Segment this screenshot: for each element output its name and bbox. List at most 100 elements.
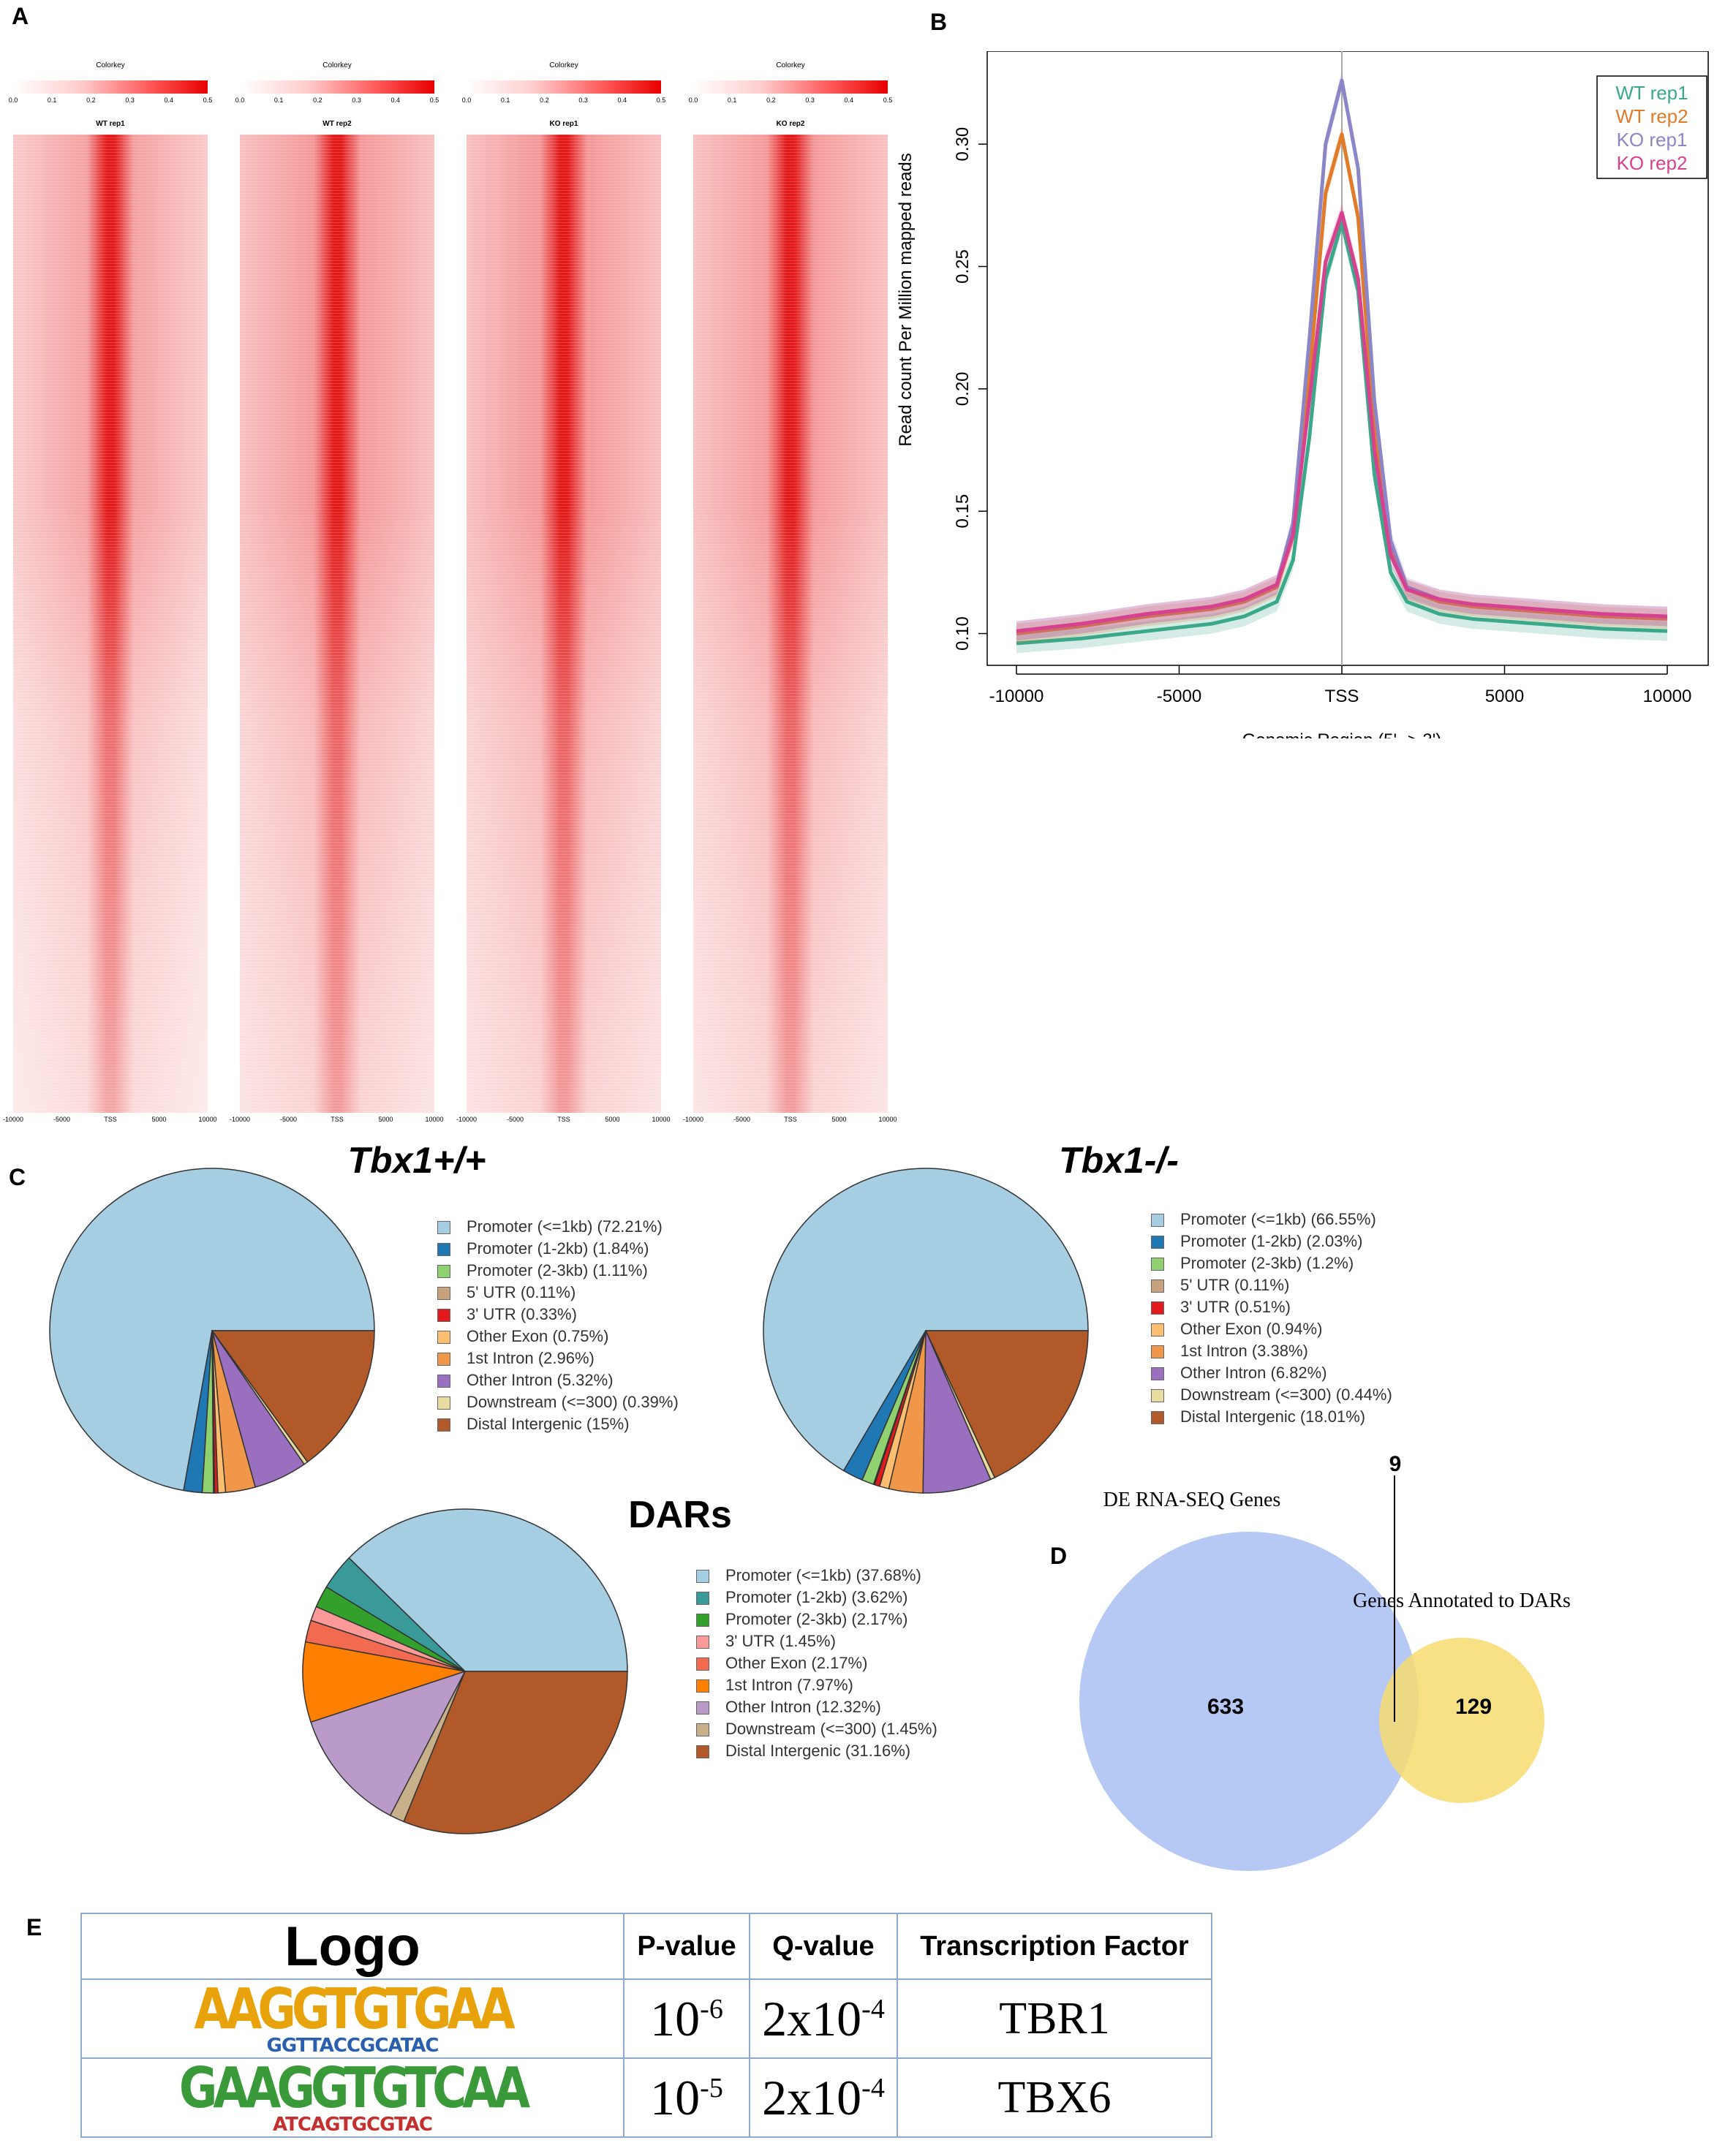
venn-circle-de-genes — [1079, 1532, 1419, 1871]
heatmap-x-tick-label: 5000 — [151, 1116, 167, 1123]
colorkey-tick-label: 0.0 — [461, 97, 472, 104]
profile-line-chart: -10000 -5000 TSS 5000 10000 0.10 0.15 0.20 0.25 0… — [896, 51, 1709, 738]
colorkey-tick-label: 0.4 — [164, 97, 174, 104]
colorkey-ticks: 0.0 0.1 0.2 0.3 0.4 0.5 — [462, 97, 666, 107]
colorkey-tick-label: 0.5 — [203, 97, 213, 104]
y-tick-label: 0.20 — [953, 371, 973, 406]
panel-label-b: B — [930, 9, 948, 35]
legend-swatch — [1151, 1323, 1164, 1337]
colorkey-tick-label: 0.3 — [352, 97, 361, 104]
x-tick-label: TSS — [1325, 687, 1359, 706]
colorkey-title: Colorkey — [322, 61, 352, 69]
colorkey-ticks: 0.0 0.1 0.2 0.3 0.4 0.5 — [235, 97, 439, 107]
heatmap-x-tick-label: 10000 — [425, 1116, 444, 1123]
legend-label: Distal Intergenic (31.16%) — [725, 1742, 911, 1760]
venn-circle-dar-genes — [1379, 1638, 1544, 1803]
motif-pvalue: 10-5 — [623, 2057, 750, 2138]
motif-pvalue: 10-6 — [623, 1978, 750, 2059]
colorkey-tick-label: 0.2 — [86, 97, 96, 104]
pie-slice — [403, 1671, 628, 1834]
heatmap-x-tick-label: -10000 — [229, 1116, 251, 1123]
heatmap-body — [467, 135, 661, 1113]
motif-logo: AAGGTGTGAA GGTTACCGCATAC — [80, 1978, 624, 2059]
legend-label: 1st Intron (3.38%) — [1180, 1342, 1308, 1360]
pie-slice — [302, 1641, 466, 1723]
x-tick-label: -10000 — [989, 687, 1044, 706]
legend-box — [1596, 75, 1707, 179]
legend-label: Promoter (2-3kb) (1.11%) — [467, 1261, 648, 1279]
motif-row: GAAGGTGTCAA ATCAGTGCGTAC 10-5 2x10-4 TBX… — [80, 2057, 1212, 2138]
legend-swatch — [437, 1396, 450, 1410]
colorkey-tick-label: 0.0 — [235, 97, 245, 104]
x-tick-label: -5000 — [1157, 687, 1201, 706]
y-tick-label: 0.30 — [953, 127, 973, 162]
legend-label: 3' UTR (0.51%) — [1180, 1298, 1291, 1316]
legend-swatch — [1151, 1367, 1164, 1380]
heatmap-x-tick-label: 10000 — [652, 1116, 671, 1123]
colorkey-bar — [693, 80, 888, 94]
header-logo: Logo — [80, 1913, 624, 1980]
colorkey-tick-label: 0.3 — [805, 97, 815, 104]
legend-swatch — [1151, 1279, 1164, 1293]
heatmap-sample-name: WT rep1 — [96, 120, 125, 128]
heatmap-x-tick-label: 5000 — [605, 1116, 620, 1123]
heatmap-x-axis: -10000 -5000 TSS 5000 10000 — [3, 1116, 217, 1126]
heatmap-x-tick-label: 5000 — [831, 1116, 847, 1123]
legend-swatch — [1151, 1389, 1164, 1402]
legend-swatch — [437, 1309, 450, 1322]
colorkey-tick-label: 0.1 — [47, 97, 57, 104]
venn-count-only-dar: 129 — [1455, 1695, 1492, 1719]
heatmap-x-tick-label: -5000 — [733, 1116, 751, 1123]
motif-table-header-row: Logo P-value Q-value Transcription Facto… — [80, 1913, 1212, 1980]
venn-label-de-genes: DE RNA-SEQ Genes — [1103, 1489, 1281, 1511]
pie-chart-wt — [49, 1168, 375, 1494]
colorkey-ticks: 0.0 0.1 0.2 0.3 0.4 0.5 — [9, 97, 213, 107]
heatmap-x-tick-label: TSS — [784, 1116, 797, 1123]
legend-label: Promoter (1-2kb) (2.03%) — [1180, 1232, 1363, 1250]
heatmap-x-tick-label: -10000 — [2, 1116, 24, 1123]
colorkey-tick-label: 0.5 — [656, 97, 666, 104]
motif-logo-sub: ATCAGTGCGTAC — [273, 2114, 433, 2136]
legend-swatch — [437, 1375, 450, 1388]
heatmap-x-tick-label: TSS — [557, 1116, 570, 1123]
motif-tf: TBX6 — [897, 2057, 1212, 2138]
legend-entry: WT rep2 — [1615, 105, 1688, 127]
legend-label: Promoter (<=1kb) (72.21%) — [467, 1217, 663, 1236]
pie-chart-ko — [763, 1168, 1089, 1494]
legend-entry: KO rep2 — [1617, 152, 1688, 174]
colorkey-tick-label: 0.2 — [540, 97, 549, 104]
heatmap-body — [13, 135, 208, 1113]
motif-logo-sub: GGTTACCGCATAC — [266, 2035, 439, 2057]
legend-entry: WT rep1 — [1615, 82, 1688, 104]
heatmap-x-tick-label: -10000 — [456, 1116, 478, 1123]
motif-qvalue: 2x10-4 — [749, 2057, 898, 2138]
colorkey-tick-label: 0.0 — [688, 97, 698, 104]
legend-label: 5' UTR (0.11%) — [467, 1283, 576, 1301]
panel-label-c: C — [9, 1164, 26, 1190]
panel-label-e: E — [26, 1914, 42, 1940]
pie-slice — [763, 1168, 1089, 1472]
legend-swatch — [437, 1331, 450, 1344]
colorkey-tick-label: 0.5 — [429, 97, 439, 104]
heatmap-sample-name: KO rep2 — [776, 120, 805, 128]
motif-row: AAGGTGTGAA GGTTACCGCATAC 10-6 2x10-4 TBR… — [80, 1978, 1212, 2059]
plot-frame — [986, 51, 1709, 666]
heatmap-sample-name: WT rep2 — [322, 120, 352, 128]
pie-title-dars: DARs — [628, 1494, 732, 1536]
legend-swatch — [696, 1614, 709, 1627]
legend-label: 3' UTR (0.33%) — [467, 1305, 577, 1323]
legend-swatch — [696, 1657, 709, 1671]
pie-slice — [211, 1330, 375, 1463]
venn-count-only-de: 633 — [1207, 1695, 1244, 1719]
legend-swatch — [437, 1265, 450, 1278]
colorkey-tick-label: 0.5 — [883, 97, 893, 104]
colorkey-bar — [240, 80, 434, 94]
heatmap-x-tick-label: -5000 — [506, 1116, 524, 1123]
legend-swatch — [696, 1679, 709, 1693]
panel-label-a: A — [12, 3, 29, 29]
colorkey-tick-label: 0.4 — [617, 97, 627, 104]
y-axis-label: Read count Per Million mapped reads — [896, 153, 916, 447]
colorkey-tick-label: 0.3 — [125, 97, 135, 104]
legend-label: Promoter (<=1kb) (66.55%) — [1180, 1210, 1376, 1228]
panel-label-d: D — [1050, 1543, 1068, 1569]
